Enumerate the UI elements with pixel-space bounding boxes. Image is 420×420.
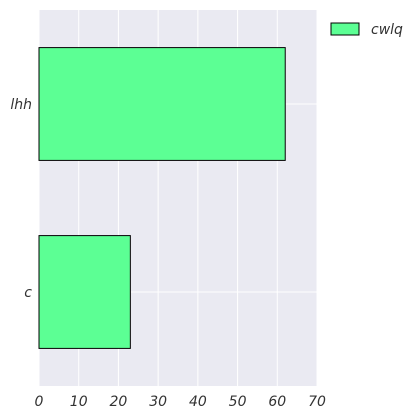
x-tick-label: 20 (110, 394, 128, 410)
y-tick-label: c (24, 285, 32, 301)
x-tick-label: 70 (308, 394, 326, 410)
bars (38, 47, 286, 349)
x-axis-ticks: 0 10 20 30 40 50 60 70 (35, 394, 326, 410)
bar-c (38, 235, 131, 349)
y-axis-ticks: lhh c (10, 97, 32, 301)
legend-swatch (330, 22, 360, 36)
x-tick-label: 60 (268, 394, 286, 410)
x-tick-label: 0 (35, 394, 44, 410)
bar-lhh (38, 47, 286, 161)
x-tick-label: 40 (189, 394, 207, 410)
x-tick-label: 30 (149, 394, 167, 410)
y-tick-label: lhh (10, 97, 32, 113)
x-tick-label: 10 (70, 394, 88, 410)
legend: cwlq (330, 22, 403, 38)
x-tick-label: 50 (229, 394, 247, 410)
legend-label: cwlq (371, 22, 403, 38)
